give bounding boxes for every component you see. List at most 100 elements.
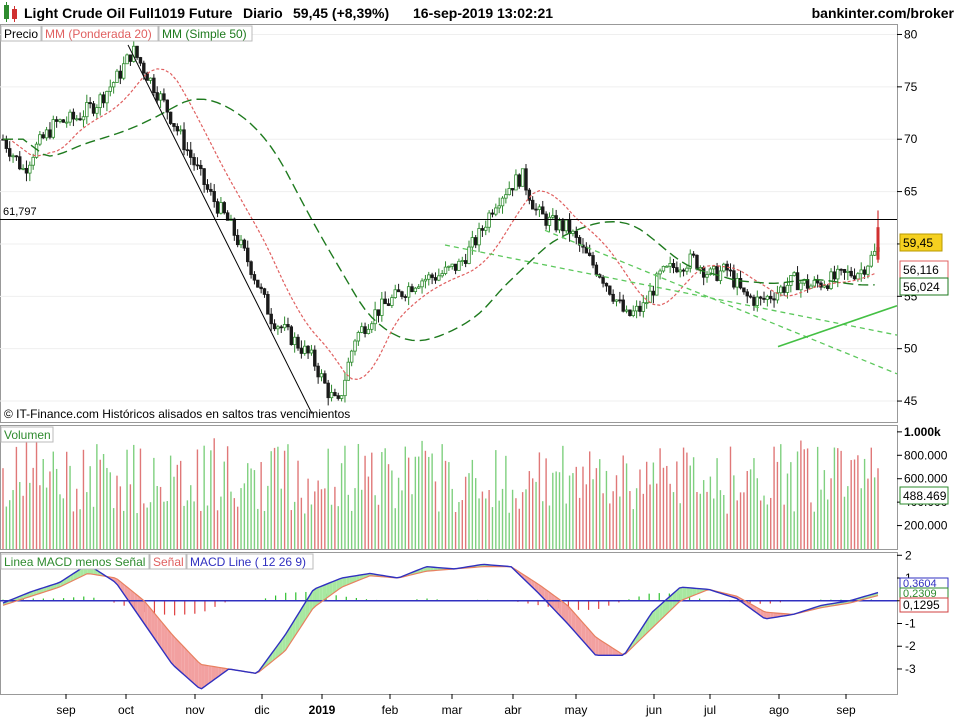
- candle-body: [862, 269, 867, 275]
- macd-fill: [272, 648, 276, 662]
- instrument-title: Light Crude Oil Full1019 Future: [24, 5, 233, 21]
- macd-fill: [662, 599, 666, 618]
- candle-body: [370, 323, 374, 330]
- candle-body: [735, 278, 739, 288]
- period-label: Diario: [243, 5, 283, 21]
- candle-body: [614, 299, 619, 302]
- price-axis-label: 80: [904, 27, 918, 41]
- candle-body: [738, 278, 743, 289]
- candle-body: [534, 208, 538, 211]
- candle-body: [353, 340, 357, 352]
- candle-body: [805, 279, 810, 289]
- candle-body: [111, 82, 116, 88]
- macd-fill: [655, 605, 660, 625]
- macd-fill: [171, 633, 175, 667]
- macd-axis-label: -1: [905, 617, 916, 631]
- candle-body: [306, 345, 310, 354]
- candle-body: [71, 111, 76, 120]
- volume-last-tag: 488.469: [903, 489, 947, 503]
- macd-fill: [578, 617, 582, 640]
- last-price-tag: 59,45: [903, 236, 933, 250]
- site-link[interactable]: bankinter.com/broker: [812, 5, 955, 21]
- macd-fill: [349, 576, 353, 584]
- candle-body: [497, 205, 501, 209]
- candle-body: [470, 237, 475, 248]
- candle-body: [199, 164, 203, 170]
- candle-body: [91, 103, 96, 114]
- candle-body: [772, 298, 776, 301]
- candle-body: [286, 324, 290, 328]
- candle-body: [31, 156, 35, 166]
- candle-body: [85, 102, 89, 118]
- candle-body: [792, 272, 796, 276]
- macd-fill: [157, 617, 162, 649]
- candle-body: [235, 234, 240, 246]
- candle-body: [551, 215, 555, 218]
- candle-body: [701, 267, 706, 278]
- candle-body: [323, 373, 327, 384]
- candle-body: [95, 107, 99, 114]
- candle-body: [500, 197, 505, 207]
- macd-fill: [682, 587, 687, 600]
- candle-body: [621, 299, 625, 312]
- candle-body: [708, 268, 713, 275]
- candle-body: [289, 326, 294, 345]
- candle-body: [524, 168, 528, 191]
- candle-body: [28, 164, 32, 174]
- candle-body: [420, 280, 424, 288]
- macd-fill: [120, 581, 125, 595]
- candle-body: [567, 219, 572, 234]
- candle-body: [618, 299, 622, 302]
- macd-fill: [198, 661, 202, 689]
- x-axis: sep oct nov dic 2019 feb mar abr may jun jul ago sep: [56, 694, 856, 717]
- candle-body: [78, 118, 82, 121]
- wma-line: [3, 68, 875, 381]
- downtrend-line: [127, 44, 313, 414]
- candle-body: [142, 62, 146, 74]
- macd-fill: [322, 584, 327, 601]
- x-axis-label: mar: [442, 703, 463, 717]
- macd-fill: [181, 644, 185, 676]
- candle-body: [266, 294, 270, 315]
- last-candle-body: [876, 227, 880, 260]
- macd-fill: [568, 606, 572, 629]
- macd-fill: [561, 601, 566, 621]
- candle-body: [329, 392, 334, 399]
- candle-body: [376, 309, 381, 316]
- candle-body: [360, 326, 364, 333]
- macd-fill: [565, 603, 569, 625]
- price-axis-label: 50: [904, 342, 918, 356]
- candle-body: [869, 254, 873, 267]
- candle-body: [748, 295, 753, 298]
- candle-body: [634, 305, 639, 312]
- candle-body: [232, 218, 237, 236]
- candle-body: [514, 174, 518, 191]
- macd-fill: [302, 601, 306, 625]
- candle-body: [665, 265, 669, 268]
- candle-body: [433, 277, 438, 281]
- macd-fill: [140, 598, 145, 624]
- price-axis-label: 65: [904, 185, 918, 199]
- candle-body: [326, 382, 330, 399]
- candle-body: [728, 269, 733, 272]
- candle-body: [118, 70, 123, 79]
- candle-body: [259, 286, 263, 290]
- candle-body: [152, 77, 156, 93]
- candle-body: [504, 194, 508, 199]
- candle-body: [343, 379, 347, 397]
- candle-body: [148, 77, 153, 81]
- candle-body: [105, 90, 109, 104]
- candle-body: [651, 290, 656, 296]
- candle-logo-icon: [4, 2, 17, 22]
- candle-body: [282, 324, 287, 329]
- macd-fill: [342, 577, 347, 587]
- macd-fill: [211, 666, 216, 682]
- macd-fill: [332, 580, 337, 594]
- macd-fill: [164, 625, 168, 658]
- price-tags: 59,45 56,116 56,024: [899, 233, 949, 296]
- candle-body: [81, 116, 86, 121]
- candle-body: [584, 246, 589, 254]
- candle-body: [182, 129, 186, 151]
- candle-body: [108, 86, 112, 92]
- macd-panel-frame: [0, 552, 898, 695]
